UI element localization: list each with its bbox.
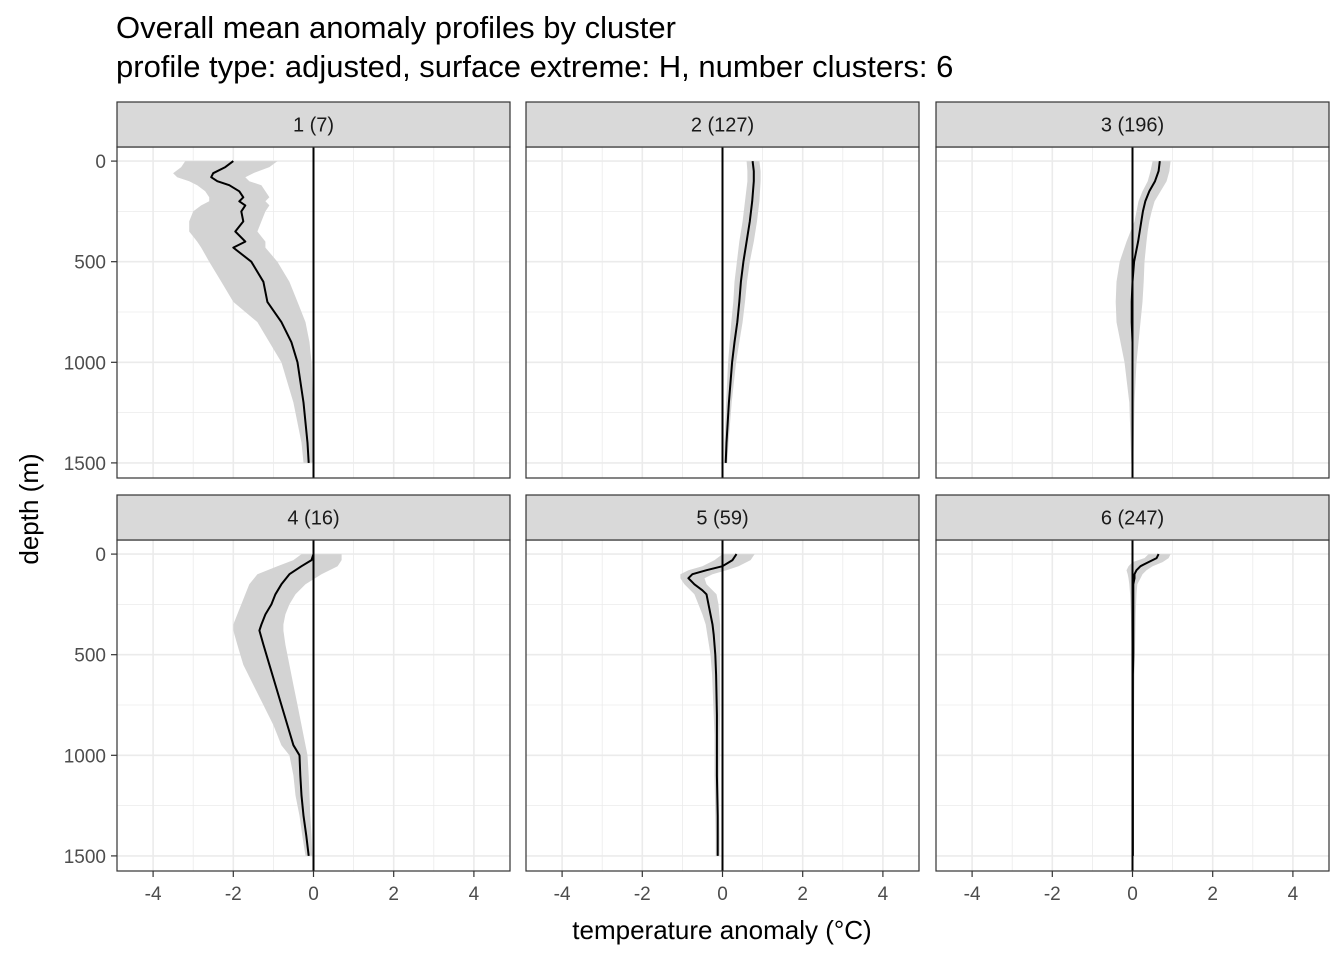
mean-profile-line bbox=[210, 160, 310, 463]
facet-strip bbox=[116, 494, 511, 541]
facet-strip-label: 1 (7) bbox=[293, 115, 334, 137]
facet-strip bbox=[525, 101, 920, 148]
y-tick-label: 500 bbox=[74, 253, 106, 274]
y-tick-label: 1000 bbox=[64, 746, 106, 767]
y-tick-label: 1000 bbox=[64, 353, 106, 374]
facet-strip bbox=[116, 101, 511, 148]
mean-profile-line bbox=[1130, 160, 1161, 463]
x-tick-label: -4 bbox=[554, 884, 571, 905]
x-tick-label: 4 bbox=[1288, 884, 1299, 905]
y-tick-label: 1500 bbox=[64, 454, 106, 475]
x-tick-label: 2 bbox=[1207, 884, 1218, 905]
facet-strip bbox=[525, 494, 920, 541]
mean-profile-line bbox=[1131, 553, 1160, 856]
ci-ribbon bbox=[173, 161, 314, 463]
y-tick-label: 0 bbox=[95, 152, 106, 173]
chart-title: Overall mean anomaly profiles by cluster bbox=[116, 10, 676, 45]
x-tick-label: 2 bbox=[388, 884, 399, 905]
x-tick-label: -2 bbox=[634, 884, 651, 905]
mean-profile-line bbox=[724, 160, 755, 463]
x-tick-label: -2 bbox=[225, 884, 242, 905]
mean-profile-line bbox=[687, 553, 738, 856]
x-tick-label: 2 bbox=[797, 884, 808, 905]
x-tick-label: -2 bbox=[1044, 884, 1061, 905]
y-axis-title: depth (m) bbox=[14, 453, 44, 564]
y-tick-label: 500 bbox=[74, 646, 106, 667]
ci-ribbon bbox=[1115, 161, 1171, 463]
facet-strip-label: 5 (59) bbox=[696, 508, 748, 530]
facet-strip bbox=[935, 101, 1330, 148]
y-tick-label: 1500 bbox=[64, 847, 106, 868]
x-tick-label: -4 bbox=[964, 884, 981, 905]
x-tick-label: -4 bbox=[145, 884, 162, 905]
mean-profile-line bbox=[258, 553, 315, 857]
x-tick-label: 0 bbox=[1127, 884, 1138, 905]
facet-strip-label: 2 (127) bbox=[691, 115, 754, 137]
x-tick-label: 0 bbox=[717, 884, 728, 905]
x-tick-label: 4 bbox=[878, 884, 889, 905]
y-tick-label: 0 bbox=[95, 545, 106, 566]
facet-strip-label: 3 (196) bbox=[1101, 115, 1164, 137]
ci-ribbon bbox=[724, 161, 761, 463]
x-tick-label: 4 bbox=[469, 884, 480, 905]
facet-strip bbox=[935, 494, 1330, 541]
x-axis-title: temperature anomaly (°C) bbox=[572, 915, 871, 945]
facet-strip-label: 4 (16) bbox=[287, 508, 339, 530]
chart-subtitle: profile type: adjusted, surface extreme:… bbox=[116, 49, 954, 84]
x-tick-label: 0 bbox=[308, 884, 319, 905]
facet-strip-label: 6 (247) bbox=[1101, 508, 1164, 530]
ci-ribbon bbox=[1126, 554, 1171, 856]
